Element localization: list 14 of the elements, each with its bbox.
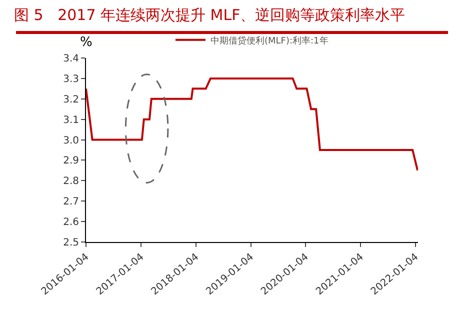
- y-tick-label: 2.5: [63, 238, 79, 248]
- y-tick-label: 3.1: [63, 114, 79, 126]
- y-tick-label: 3.2: [63, 94, 79, 106]
- y-tick-label: 3.4: [63, 54, 79, 64]
- y-tick-label: 3.3: [63, 74, 79, 85]
- chart-title: 图 5 2017 年连续两次提升 MLF、逆回购等政策利率水平: [14, 6, 406, 24]
- legend-label: 中期借贷便利(MLF):利率:1年: [210, 35, 328, 46]
- y-axis-title: %: [80, 35, 92, 50]
- y-tick-label: 3.0: [63, 135, 79, 146]
- y-tick-label: 2.7: [63, 196, 79, 208]
- line-series: [86, 77, 418, 172]
- y-tick-label: 2.8: [63, 176, 79, 188]
- y-tick-label: 2.9: [63, 156, 79, 167]
- y-tick-label: 2.6: [63, 217, 79, 228]
